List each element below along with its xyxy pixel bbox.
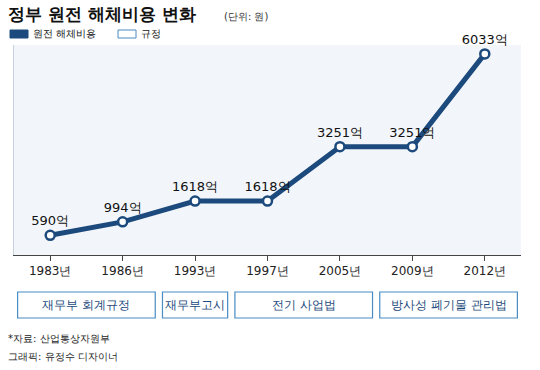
svg-text:재무부 회계규정: 재무부 회계규정 bbox=[42, 298, 130, 312]
svg-text:2012년: 2012년 bbox=[464, 264, 507, 278]
svg-text:1983년: 1983년 bbox=[29, 264, 72, 278]
svg-text:원전 해체비용: 원전 해체비용 bbox=[33, 28, 96, 39]
svg-text:6033억: 6033억 bbox=[462, 32, 508, 47]
svg-text:2005년: 2005년 bbox=[319, 264, 362, 278]
svg-text:1997년: 1997년 bbox=[246, 264, 289, 278]
svg-text:정부 원전 해체비용 변화: 정부 원전 해체비용 변화 bbox=[8, 4, 196, 24]
svg-text:규정: 규정 bbox=[141, 28, 161, 39]
svg-text:*자료: 산업통상자원부: *자료: 산업통상자원부 bbox=[8, 333, 110, 344]
svg-text:994억: 994억 bbox=[104, 200, 142, 215]
svg-text:1618억: 1618억 bbox=[172, 179, 218, 194]
svg-text:590억: 590억 bbox=[31, 213, 69, 228]
svg-text:1993년: 1993년 bbox=[174, 264, 217, 278]
svg-text:재무부고시: 재무부고시 bbox=[165, 298, 225, 312]
svg-text:3251억: 3251억 bbox=[389, 125, 435, 140]
svg-text:(단위: 원): (단위: 원) bbox=[224, 11, 268, 22]
svg-text:1986년: 1986년 bbox=[101, 264, 144, 278]
svg-text:전기 사업법: 전기 사업법 bbox=[272, 298, 336, 312]
svg-text:2009년: 2009년 bbox=[391, 264, 434, 278]
svg-text:1618억: 1618억 bbox=[244, 179, 290, 194]
svg-text:3251억: 3251억 bbox=[317, 125, 363, 140]
svg-text:방사성 폐기물 관리법: 방사성 폐기물 관리법 bbox=[391, 298, 507, 312]
svg-text:그래픽: 유정수 디자이너: 그래픽: 유정수 디자이너 bbox=[8, 351, 118, 362]
